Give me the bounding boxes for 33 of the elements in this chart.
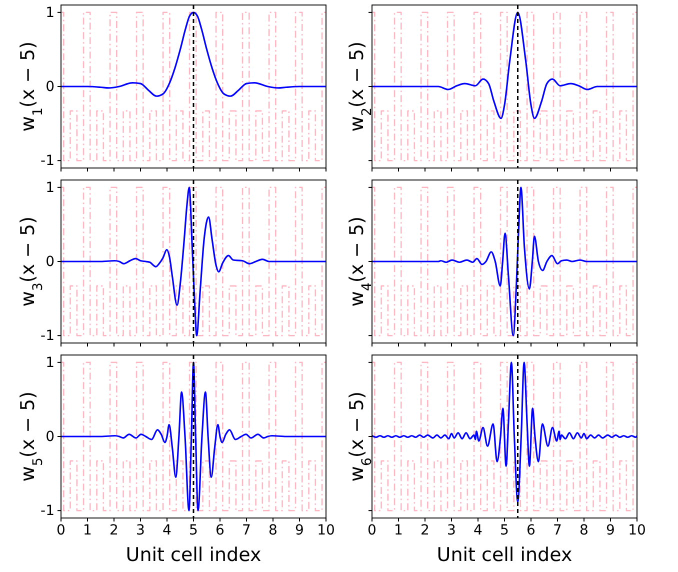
- x-tick-label: 8: [580, 522, 588, 538]
- x-tick-label: 9: [606, 522, 615, 538]
- x-tick-label: 7: [553, 522, 562, 538]
- y-tick-label: 1: [46, 354, 54, 371]
- x-tick-label: 6: [216, 522, 225, 538]
- y-tick-label: 0: [46, 78, 54, 95]
- y-tick-label: 0: [46, 254, 54, 270]
- x-tick-label: 1: [83, 522, 92, 538]
- x-tick-label: 3: [136, 522, 145, 538]
- x-axis-title: Unit cell index: [436, 544, 572, 566]
- x-tick-label: 3: [447, 522, 456, 538]
- y-tick-label: 1: [46, 180, 54, 196]
- y-tick-label: 1: [46, 4, 54, 21]
- x-tick-label: 7: [242, 522, 251, 538]
- y-tick-label: 0: [46, 428, 54, 445]
- x-tick-label: 0: [56, 522, 66, 538]
- x-tick-label: 2: [110, 522, 118, 538]
- x-tick-label: 4: [162, 522, 172, 538]
- x-axis-title: Unit cell index: [126, 544, 262, 566]
- x-tick-label: 8: [268, 522, 278, 538]
- y-tick-label: -1: [40, 328, 54, 344]
- x-tick-label: 10: [317, 522, 335, 538]
- x-tick-label: 4: [474, 522, 483, 538]
- x-tick-label: 9: [295, 522, 304, 538]
- x-tick-label: 5: [189, 522, 198, 538]
- x-tick-label: 5: [500, 522, 509, 538]
- y-tick-label: -1: [40, 153, 54, 170]
- x-tick-label: 6: [526, 522, 536, 538]
- y-tick-label: -1: [40, 503, 54, 520]
- x-tick-label: 0: [368, 522, 376, 538]
- x-tick-label: 10: [628, 522, 646, 538]
- x-tick-label: 2: [420, 522, 430, 538]
- x-tick-label: 1: [394, 522, 403, 538]
